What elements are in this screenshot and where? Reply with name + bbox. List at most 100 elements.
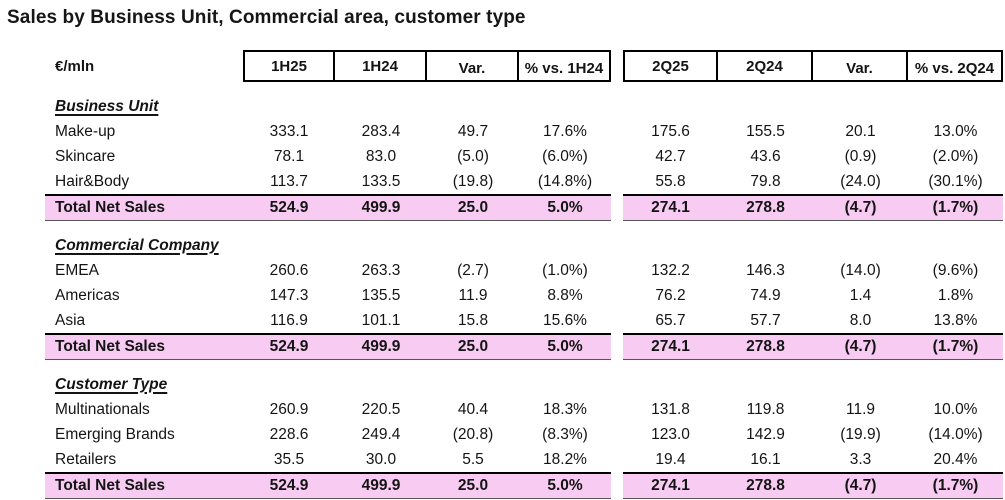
total-row: Total Net Sales 524.9 499.9 25.0 5.0% 27… bbox=[45, 472, 1003, 499]
value-cell: 101.1 bbox=[361, 311, 401, 329]
value-cell: 146.3 bbox=[746, 261, 785, 279]
total-value-cell: (4.7) bbox=[813, 472, 908, 499]
value-cell: 116.9 bbox=[270, 311, 308, 329]
total-label: Total Net Sales bbox=[45, 333, 243, 360]
value-cell: (8.3%) bbox=[542, 425, 588, 443]
value-cell: 19.4 bbox=[655, 450, 686, 468]
value-cell: (24.0) bbox=[840, 172, 881, 190]
total-value-cell: 278.8 bbox=[718, 472, 813, 499]
total-value-cell: (1.7%) bbox=[908, 194, 1003, 221]
section-heading-row: Commercial Company bbox=[45, 233, 1003, 258]
value-cell: 260.9 bbox=[269, 400, 309, 418]
value-cell: 135.5 bbox=[361, 286, 401, 304]
unit-label: €/mln bbox=[55, 57, 95, 75]
value-cell: 18.3% bbox=[543, 400, 587, 418]
value-cell: 147.3 bbox=[269, 286, 309, 304]
table-row: Make-up 333.1 283.4 49.7 17.6% 175.6 155… bbox=[45, 119, 1003, 144]
value-cell: (9.6%) bbox=[932, 261, 979, 279]
row-label: Multinationals bbox=[55, 400, 150, 418]
value-cell: 11.9 bbox=[845, 400, 876, 418]
value-cell: (19.9) bbox=[840, 425, 881, 443]
table-row: EMEA 260.6 263.3 (2.7) (1.0%) 132.2 146.… bbox=[45, 258, 1003, 283]
value-cell: (19.8) bbox=[452, 172, 494, 190]
row-label: Asia bbox=[55, 311, 86, 329]
value-cell: 17.6% bbox=[543, 122, 587, 140]
row-label: EMEA bbox=[55, 261, 99, 279]
column-group-gap bbox=[611, 50, 623, 82]
value-cell: (6.0%) bbox=[542, 147, 588, 165]
value-cell: 133.5 bbox=[361, 172, 401, 190]
value-cell: 78.1 bbox=[273, 147, 305, 165]
row-label: Americas bbox=[55, 286, 120, 304]
value-cell: 30.0 bbox=[365, 450, 397, 468]
section-heading: Customer Type bbox=[55, 375, 168, 393]
row-label: Emerging Brands bbox=[55, 425, 175, 443]
value-cell: 76.2 bbox=[655, 286, 686, 304]
value-cell: 74.9 bbox=[750, 286, 781, 304]
column-header-var-2q: Var. bbox=[813, 50, 908, 82]
page-title: Sales by Business Unit, Commercial area,… bbox=[7, 7, 526, 28]
value-cell: 15.8 bbox=[457, 311, 489, 329]
value-cell: (2.7) bbox=[457, 261, 489, 279]
value-cell: 57.7 bbox=[750, 311, 781, 329]
total-row: Total Net Sales 524.9 499.9 25.0 5.0% 27… bbox=[45, 194, 1003, 221]
total-value-cell: 524.9 bbox=[243, 333, 335, 360]
total-value-cell: 274.1 bbox=[623, 472, 718, 499]
total-value-cell: (1.7%) bbox=[908, 333, 1003, 360]
value-cell: 123.0 bbox=[651, 425, 690, 443]
total-value-cell: 499.9 bbox=[335, 194, 427, 221]
value-cell: 249.4 bbox=[361, 425, 401, 443]
total-value-cell: 25.0 bbox=[427, 333, 519, 360]
total-label: Total Net Sales bbox=[45, 472, 243, 499]
column-header-1h24: 1H24 bbox=[335, 50, 427, 82]
table-row: Hair&Body 113.7 133.5 (19.8) (14.8%) 55.… bbox=[45, 169, 1003, 194]
total-value-cell: 25.0 bbox=[427, 194, 519, 221]
value-cell: (14.0%) bbox=[928, 425, 983, 443]
value-cell: 42.7 bbox=[655, 147, 686, 165]
value-cell: 155.5 bbox=[746, 122, 785, 140]
total-value-cell: 524.9 bbox=[243, 194, 335, 221]
section-heading: Business Unit bbox=[55, 97, 159, 115]
value-cell: 40.4 bbox=[457, 400, 489, 418]
section-heading-row: Business Unit bbox=[45, 94, 1003, 119]
value-cell: 18.2% bbox=[543, 450, 587, 468]
value-cell: 142.9 bbox=[746, 425, 785, 443]
section-business-unit: Business Unit Make-up 333.1 283.4 49.7 1… bbox=[45, 94, 1003, 221]
value-cell: 13.8% bbox=[933, 311, 978, 329]
row-label: Hair&Body bbox=[55, 172, 130, 190]
section-commercial-company: Commercial Company EMEA 260.6 263.3 (2.7… bbox=[45, 233, 1003, 360]
value-cell: 1.8% bbox=[937, 286, 974, 304]
column-header-pct-vs-2q24: % vs. 2Q24 bbox=[908, 50, 1003, 82]
total-value-cell: 524.9 bbox=[243, 472, 335, 499]
value-cell: 333.1 bbox=[269, 122, 309, 140]
total-value-cell: 274.1 bbox=[623, 333, 718, 360]
value-cell: 79.8 bbox=[750, 172, 781, 190]
value-cell: 220.5 bbox=[361, 400, 401, 418]
table-row: Americas 147.3 135.5 11.9 8.8% 76.2 74.9… bbox=[45, 283, 1003, 308]
value-cell: 119.8 bbox=[746, 400, 785, 418]
value-cell: 20.1 bbox=[845, 122, 876, 140]
value-cell: 113.7 bbox=[270, 172, 308, 190]
value-cell: 1.4 bbox=[849, 286, 872, 304]
value-cell: (0.9) bbox=[844, 147, 877, 165]
value-cell: 20.4% bbox=[933, 450, 978, 468]
value-cell: 11.9 bbox=[458, 286, 488, 304]
section-heading-row: Customer Type bbox=[45, 372, 1003, 397]
value-cell: (2.0%) bbox=[932, 147, 979, 165]
total-value-cell: 278.8 bbox=[718, 194, 813, 221]
total-value-cell: 274.1 bbox=[623, 194, 718, 221]
value-cell: 8.0 bbox=[849, 311, 872, 329]
table-row: Multinationals 260.9 220.5 40.4 18.3% 13… bbox=[45, 397, 1003, 422]
value-cell: 175.6 bbox=[651, 122, 690, 140]
value-cell: (14.8%) bbox=[537, 172, 593, 190]
column-header-2q25: 2Q25 bbox=[623, 50, 718, 82]
total-value-cell: 25.0 bbox=[427, 472, 519, 499]
total-value-cell: (4.7) bbox=[813, 194, 908, 221]
value-cell: 8.8% bbox=[547, 286, 583, 304]
table-row: Emerging Brands 228.6 249.4 (20.8) (8.3%… bbox=[45, 422, 1003, 447]
value-cell: 283.4 bbox=[361, 122, 401, 140]
value-cell: 131.8 bbox=[651, 400, 690, 418]
row-label: Make-up bbox=[55, 122, 116, 140]
total-value-cell: 278.8 bbox=[718, 333, 813, 360]
value-cell: 263.3 bbox=[361, 261, 401, 279]
